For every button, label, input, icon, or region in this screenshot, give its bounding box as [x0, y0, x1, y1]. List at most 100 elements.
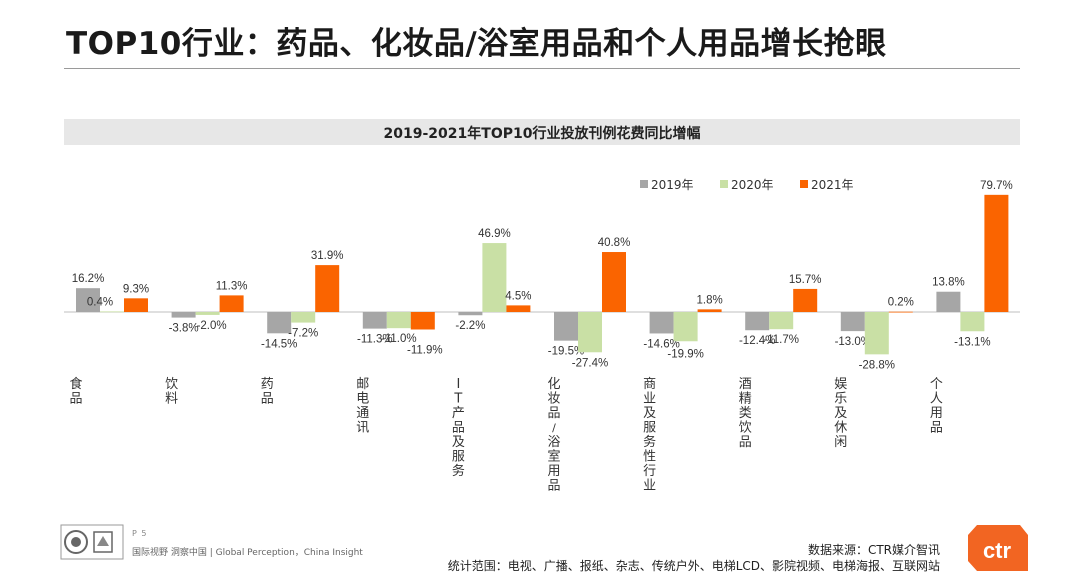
data-label: -13.0%: [835, 336, 871, 348]
bar-2019: [76, 288, 100, 312]
category-label-char: 性: [643, 450, 656, 465]
category-label-char: 饮: [165, 377, 178, 392]
category-label-char: T: [453, 392, 462, 407]
category-label: 食品: [69, 376, 82, 407]
category-label-char: 休: [834, 421, 847, 436]
bar-2019: [267, 312, 292, 334]
category-label-char: /: [552, 422, 556, 435]
category-label-char: 妆: [547, 392, 560, 407]
bar-2020: [482, 243, 507, 312]
category-label-char: 品: [69, 392, 82, 407]
bar-2020: [291, 312, 316, 323]
category-label-char: 品: [452, 421, 465, 436]
bar-2021: [793, 288, 818, 312]
bar-2020: [386, 312, 411, 329]
legend-label-2019: 2019年: [651, 178, 694, 192]
category-label-char: 服: [452, 450, 465, 465]
data-label: 4.5%: [505, 290, 531, 302]
bar-2021: [410, 312, 435, 330]
data-label: -11.0%: [381, 333, 417, 345]
category-label-char: 服: [643, 421, 656, 436]
category-label-char: 娱: [834, 377, 847, 392]
category-label-char: 电: [356, 392, 369, 407]
bar-2021: [506, 305, 531, 312]
category-label: 商业及服务性行业: [643, 377, 656, 494]
data-label: 16.2%: [72, 273, 105, 285]
bar-chart: 16.2%0.4%9.3%食品-3.8%-2.0%11.3%饮料-14.5%-7…: [64, 180, 1020, 494]
legend-swatch-2021: [800, 180, 808, 188]
bar-2021: [984, 194, 1009, 312]
certification-seal-icon: [60, 524, 124, 560]
category-label-char: 用: [930, 406, 943, 421]
category-label-char: 行: [643, 464, 656, 479]
category-label-char: 乐: [834, 392, 847, 407]
data-label: 46.9%: [478, 228, 511, 240]
category-label: 娱乐及休闲: [834, 377, 847, 450]
category-label-char: 商: [643, 377, 656, 392]
data-label: -11.7%: [763, 334, 799, 346]
category-label-char: 人: [930, 392, 943, 407]
category-label-char: 用: [547, 464, 560, 479]
data-label: -27.4%: [572, 357, 608, 369]
category-label-char: I: [456, 377, 460, 392]
bar-2020: [195, 312, 220, 315]
data-label: 40.8%: [598, 237, 631, 249]
category-label-char: 室: [547, 449, 560, 465]
ctr-logo-text: ctr: [983, 538, 1012, 563]
data-label: -11.9%: [407, 344, 443, 356]
data-label: 0.4%: [87, 296, 113, 308]
data-label: -2.2%: [455, 320, 485, 332]
data-label: 11.3%: [216, 280, 248, 292]
data-label: 13.8%: [932, 277, 965, 289]
category-label-char: 及: [643, 406, 656, 421]
bar-2020: [578, 312, 602, 353]
bar-2021: [602, 252, 626, 312]
data-label: 31.9%: [311, 250, 344, 262]
data-label: -7.2%: [288, 328, 318, 340]
category-label-char: 品: [930, 421, 943, 436]
category-label-char: 品: [261, 392, 274, 407]
category-label-char: 品: [547, 406, 560, 421]
category-label: 饮料: [165, 377, 178, 407]
category-label-char: 酒: [739, 377, 752, 392]
legend-swatch-2019: [640, 180, 648, 188]
category-label-char: 品: [739, 435, 752, 450]
data-label: 79.7%: [980, 180, 1013, 192]
category-label: I T 产品及服务: [452, 377, 465, 479]
category-label: 个人用品: [930, 377, 943, 436]
data-label: 9.3%: [123, 283, 149, 295]
category-label-char: 务: [452, 463, 465, 479]
bar-2020: [769, 312, 794, 330]
chart-title: 2019-2021年TOP10行业投放刊例花费同比增幅: [383, 126, 701, 142]
bar-2019: [745, 312, 770, 331]
legend-swatch-2020: [720, 180, 728, 188]
bar-2019: [362, 312, 387, 329]
bar-2019: [649, 312, 674, 334]
data-label: -11.3%: [357, 334, 393, 346]
data-label: -14.5%: [261, 338, 297, 350]
category-label: 酒精类饮品: [739, 377, 752, 450]
category-label: 化妆品/浴室用品: [547, 377, 560, 494]
category-label-char: 讯: [356, 421, 369, 436]
data-label: 15.7%: [789, 274, 822, 286]
bar-2021: [315, 265, 340, 312]
bar-2021: [219, 295, 244, 312]
bar-2020: [673, 312, 698, 342]
data-label: -3.8%: [169, 323, 199, 335]
title-divider: [64, 68, 1020, 69]
page-number: P 5: [132, 529, 148, 538]
category-label: 邮电通讯: [356, 377, 369, 436]
category-label-char: 饮: [739, 421, 752, 436]
category-label-char: 产: [452, 406, 465, 421]
category-label-char: 料: [165, 392, 178, 407]
category-label-char: 业: [643, 479, 656, 494]
category-label-char: 食: [69, 376, 82, 392]
source-note: 数据来源：CTR媒介智讯: [807, 543, 940, 557]
data-label: -14.6%: [643, 338, 679, 350]
category-label-char: 浴: [547, 435, 560, 450]
category-label-char: 精: [739, 392, 752, 407]
bar-2021: [124, 298, 148, 312]
category-label-char: 及: [834, 406, 847, 421]
bar-2021: [697, 309, 722, 312]
data-label: -2.0%: [197, 320, 227, 332]
